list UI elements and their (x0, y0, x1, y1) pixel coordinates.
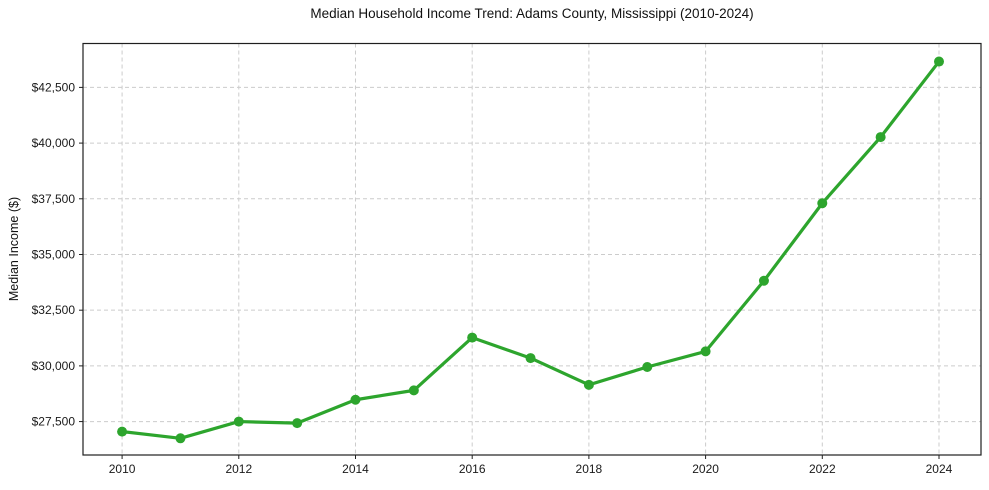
data-point-2010 (117, 426, 128, 437)
data-point-2016 (467, 332, 478, 343)
data-point-2013 (292, 418, 303, 429)
x-tick-label: 2012 (225, 462, 252, 476)
data-point-2022 (817, 198, 828, 209)
data-point-2012 (233, 416, 244, 427)
x-tick-label: 2010 (109, 462, 136, 476)
x-tick-label: 2014 (342, 462, 369, 476)
x-tick-label: 2016 (459, 462, 486, 476)
data-point-2021 (758, 275, 769, 286)
data-point-2014 (350, 394, 361, 405)
data-point-2019 (642, 361, 653, 372)
trend-line (120, 59, 941, 440)
x-tick-label: 2022 (809, 462, 836, 476)
y-tick-label: $30,000 (32, 359, 76, 373)
y-tick-label: $32,500 (32, 303, 76, 317)
y-tick-label: $40,000 (32, 136, 76, 150)
y-tick-label: $37,500 (32, 192, 76, 206)
data-point-2023 (875, 132, 886, 143)
x-tick-label: 2024 (926, 462, 953, 476)
data-point-2018 (583, 379, 594, 390)
x-tick-label: 2020 (692, 462, 719, 476)
data-point-2015 (408, 385, 419, 396)
x-tick-label: 2018 (576, 462, 603, 476)
chart-title: Median Household Income Trend: Adams Cou… (310, 6, 754, 21)
data-point-2011 (175, 433, 186, 444)
plot-border (82, 42, 982, 456)
data-point-2020 (700, 346, 711, 357)
y-tick-label: $42,500 (32, 80, 76, 94)
data-point-2017 (525, 353, 536, 364)
y-tick-label: $27,500 (32, 415, 76, 429)
data-point-2024 (933, 56, 944, 67)
y-axis-label: Median Income ($) (7, 196, 21, 302)
y-tick-label: $35,000 (32, 247, 76, 261)
